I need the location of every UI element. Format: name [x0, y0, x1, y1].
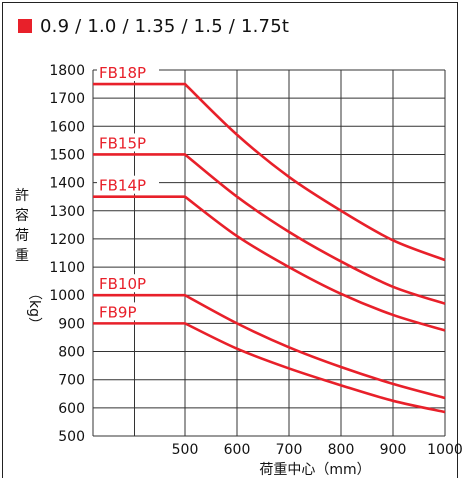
- chart-header: 0.9 / 1.0 / 1.35 / 1.5 / 1.75t: [18, 14, 289, 38]
- series-line-fb9p: [93, 322, 446, 414]
- x-tick-label: 700: [276, 442, 303, 458]
- series-label-fb10p: FB10P: [99, 275, 146, 293]
- y-axis-label-part: （kg）: [26, 286, 42, 331]
- series-line-fb10p: [93, 293, 446, 400]
- y-tick-label: 500: [58, 429, 85, 445]
- y-tick-label: 1700: [49, 91, 85, 107]
- series-line-fb14p: [93, 195, 446, 332]
- y-tick-label: 1300: [49, 204, 85, 220]
- series-label-fb15p: FB15P: [99, 134, 146, 152]
- y-axis-label-part: 容: [15, 207, 29, 224]
- y-tick-label: 700: [58, 373, 85, 389]
- y-tick-label: 1600: [49, 119, 85, 135]
- y-tick-label: 1400: [49, 176, 85, 192]
- y-tick-label: 1200: [49, 232, 85, 248]
- series-label-fb18p: FB18P: [99, 64, 146, 82]
- series-line-fb18p: [93, 82, 446, 262]
- series-line-fb15p: [93, 153, 446, 305]
- y-tick-label: 600: [58, 401, 85, 417]
- y-tick-label: 1500: [49, 147, 85, 163]
- y-axis-label-part: 許: [15, 188, 29, 204]
- series-label-bg: [97, 133, 159, 152]
- x-tick-label: 500: [172, 442, 199, 458]
- series-label-fb14p: FB14P: [99, 177, 146, 195]
- y-axis-label-part: 重: [15, 248, 29, 264]
- chart-frame: [2, 2, 458, 478]
- series-label-bg: [97, 302, 159, 321]
- x-tick-label: 900: [380, 442, 407, 458]
- square-marker-icon: [18, 19, 32, 33]
- chart-title: 0.9 / 1.0 / 1.35 / 1.5 / 1.75t: [40, 15, 290, 37]
- y-tick-label: 1000: [49, 288, 85, 304]
- y-tick-label: 1100: [49, 260, 85, 276]
- x-tick-label: 600: [224, 442, 251, 458]
- series-label-bg: [97, 274, 159, 293]
- series-label-bg: [97, 63, 159, 82]
- x-tick-label: 800: [328, 442, 355, 458]
- y-tick-label: 900: [58, 316, 85, 332]
- y-tick-label: 1800: [49, 63, 85, 79]
- y-axis-label-part: 荷: [15, 228, 29, 244]
- series-label-bg: [97, 175, 159, 194]
- x-axis-label: 荷重中心（mm）: [259, 462, 370, 478]
- x-tick-label: 1000: [427, 442, 462, 458]
- series-label-fb9p: FB9P: [99, 303, 137, 321]
- y-tick-label: 800: [58, 345, 85, 361]
